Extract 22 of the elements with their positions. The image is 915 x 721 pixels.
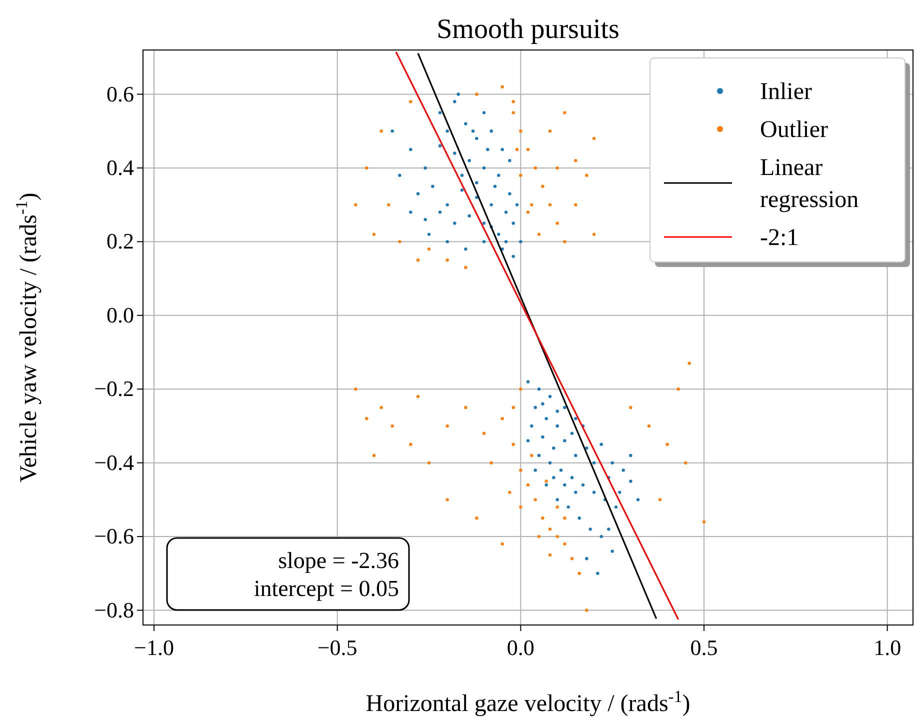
y-tick-label: −0.8 — [94, 597, 134, 622]
x-tick-label: −1.0 — [134, 634, 174, 660]
text-box: slope = -2.36 intercept = 0.05 — [166, 537, 410, 611]
y-tick-label: 0.2 — [106, 228, 134, 254]
chart-title: Smooth pursuits — [436, 14, 620, 45]
x-axis-title: Horizontal gaze velocity / (rads$^{-1}$) — [366, 686, 690, 717]
x-tick-label: 1.0 — [874, 634, 902, 660]
y-tick-label: −0.4 — [94, 450, 134, 475]
y-tick-label: 0.0 — [106, 302, 134, 328]
y-tick-label: −0.2 — [94, 376, 134, 402]
y-tick-label: 0.4 — [106, 154, 134, 180]
x-tick-label: 0.0 — [506, 634, 534, 660]
y-tick-label: 0.6 — [106, 81, 134, 106]
x-tick-label: −0.5 — [317, 634, 358, 660]
annotation: intercept = 0.05 — [254, 576, 399, 601]
legend-label: Linear regression — [760, 155, 859, 213]
legend-label: Outlier — [760, 117, 828, 143]
annotation: slope = -2.36 — [278, 548, 399, 573]
x-tick-label: 0.5 — [690, 634, 718, 660]
legend-label: Inlier — [760, 79, 812, 105]
y-tick-label: −0.6 — [94, 524, 134, 549]
legend-label: -2:1 — [760, 225, 799, 251]
